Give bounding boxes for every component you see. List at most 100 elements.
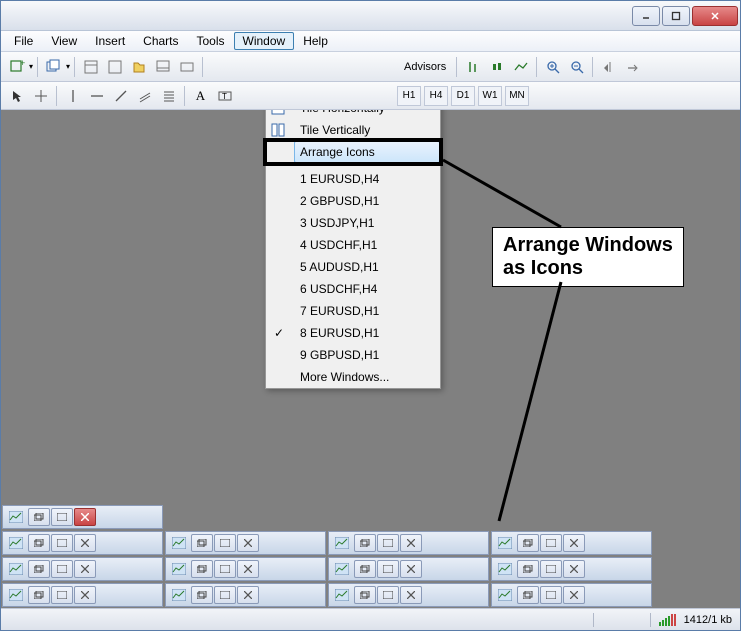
restore-button[interactable] [28, 508, 50, 526]
maximize-button[interactable] [214, 560, 236, 578]
maximize-button[interactable] [51, 560, 73, 578]
menu-window-6[interactable]: 6 USDCHF,H4 [294, 278, 440, 300]
maximize-button[interactable] [51, 586, 73, 604]
minimized-window[interactable] [2, 531, 163, 555]
close-button[interactable] [400, 560, 422, 578]
maximize-button[interactable] [214, 534, 236, 552]
autoscroll-icon[interactable] [597, 55, 620, 78]
minimized-window[interactable] [491, 583, 652, 607]
text-label-icon[interactable]: T [213, 84, 236, 107]
maximize-button[interactable] [540, 560, 562, 578]
maximize-button[interactable] [662, 6, 690, 26]
restore-button[interactable] [354, 534, 376, 552]
minimize-button[interactable] [632, 6, 660, 26]
zoom-in-icon[interactable] [541, 55, 564, 78]
maximize-button[interactable] [214, 586, 236, 604]
minimized-window-active[interactable] [2, 505, 163, 529]
dropdown-arrow-icon[interactable]: ▾ [29, 62, 33, 71]
cursor-icon[interactable] [5, 84, 28, 107]
terminal-icon[interactable] [151, 55, 174, 78]
minimized-window[interactable] [491, 531, 652, 555]
maximize-button[interactable] [540, 534, 562, 552]
restore-button[interactable] [191, 560, 213, 578]
advisors-label[interactable]: Advisors [398, 61, 452, 73]
menu-insert[interactable]: Insert [86, 32, 134, 50]
close-button[interactable] [237, 560, 259, 578]
timeframe-h4[interactable]: H4 [424, 86, 448, 106]
minimized-window[interactable] [491, 557, 652, 581]
profiles-icon[interactable] [42, 55, 65, 78]
maximize-button[interactable] [51, 508, 73, 526]
minimized-window[interactable] [328, 531, 489, 555]
minimized-window[interactable] [328, 583, 489, 607]
restore-button[interactable] [517, 534, 539, 552]
restore-button[interactable] [354, 586, 376, 604]
restore-button[interactable] [191, 586, 213, 604]
timeframe-mn[interactable]: MN [505, 86, 529, 106]
close-button[interactable] [563, 534, 585, 552]
line-chart-icon[interactable] [509, 55, 532, 78]
equidistant-icon[interactable] [133, 84, 156, 107]
text-icon[interactable]: A [189, 84, 212, 107]
close-button[interactable] [692, 6, 738, 26]
maximize-button[interactable] [377, 534, 399, 552]
menu-file[interactable]: File [5, 32, 42, 50]
market-watch-icon[interactable] [79, 55, 102, 78]
timeframe-d1[interactable]: D1 [451, 86, 475, 106]
close-button[interactable] [400, 586, 422, 604]
horizontal-line-icon[interactable] [85, 84, 108, 107]
menu-window-9[interactable]: 9 GBPUSD,H1 [294, 344, 440, 366]
fibo-icon[interactable] [157, 84, 180, 107]
menu-tile-vertically[interactable]: Tile Vertically [294, 119, 440, 141]
chart-shift-icon[interactable] [621, 55, 644, 78]
strategy-tester-icon[interactable] [175, 55, 198, 78]
candle-chart-icon[interactable] [485, 55, 508, 78]
vertical-line-icon[interactable] [61, 84, 84, 107]
restore-button[interactable] [191, 534, 213, 552]
menu-window-2[interactable]: 2 GBPUSD,H1 [294, 190, 440, 212]
minimized-window[interactable] [2, 557, 163, 581]
navigator-icon[interactable] [127, 55, 150, 78]
menu-help[interactable]: Help [294, 32, 337, 50]
close-button[interactable] [237, 534, 259, 552]
menu-charts[interactable]: Charts [134, 32, 187, 50]
menu-window-7[interactable]: 7 EURUSD,H1 [294, 300, 440, 322]
zoom-out-icon[interactable] [565, 55, 588, 78]
maximize-button[interactable] [377, 586, 399, 604]
close-button[interactable] [74, 586, 96, 604]
close-button[interactable] [400, 534, 422, 552]
trendline-icon[interactable] [109, 84, 132, 107]
menu-tile-horizontally[interactable]: Tile Horizontally [294, 110, 440, 119]
new-chart-icon[interactable]: + [5, 55, 28, 78]
menu-view[interactable]: View [42, 32, 86, 50]
bar-chart-icon[interactable] [461, 55, 484, 78]
menu-arrange-icons[interactable]: Arrange Icons [294, 141, 440, 163]
restore-button[interactable] [354, 560, 376, 578]
minimized-window[interactable] [165, 583, 326, 607]
dropdown-arrow-icon[interactable]: ▾ [66, 62, 70, 71]
menu-window-1[interactable]: 1 EURUSD,H4 [294, 168, 440, 190]
menu-window[interactable]: Window [234, 32, 295, 50]
minimized-window[interactable] [165, 531, 326, 555]
maximize-button[interactable] [51, 534, 73, 552]
menu-window-8[interactable]: ✓8 EURUSD,H1 [294, 322, 440, 344]
minimized-window[interactable] [328, 557, 489, 581]
close-button[interactable] [74, 560, 96, 578]
close-button[interactable] [237, 586, 259, 604]
close-button[interactable] [563, 560, 585, 578]
menu-window-5[interactable]: 5 AUDUSD,H1 [294, 256, 440, 278]
maximize-button[interactable] [540, 586, 562, 604]
menu-window-3[interactable]: 3 USDJPY,H1 [294, 212, 440, 234]
minimized-window[interactable] [165, 557, 326, 581]
crosshair-icon[interactable] [29, 84, 52, 107]
menu-window-4[interactable]: 4 USDCHF,H1 [294, 234, 440, 256]
restore-button[interactable] [28, 586, 50, 604]
timeframe-w1[interactable]: W1 [478, 86, 502, 106]
restore-button[interactable] [517, 560, 539, 578]
close-button[interactable] [563, 586, 585, 604]
close-button[interactable] [74, 534, 96, 552]
minimized-window[interactable] [2, 583, 163, 607]
restore-button[interactable] [28, 534, 50, 552]
restore-button[interactable] [28, 560, 50, 578]
menu-more-windows[interactable]: More Windows... [294, 366, 440, 388]
